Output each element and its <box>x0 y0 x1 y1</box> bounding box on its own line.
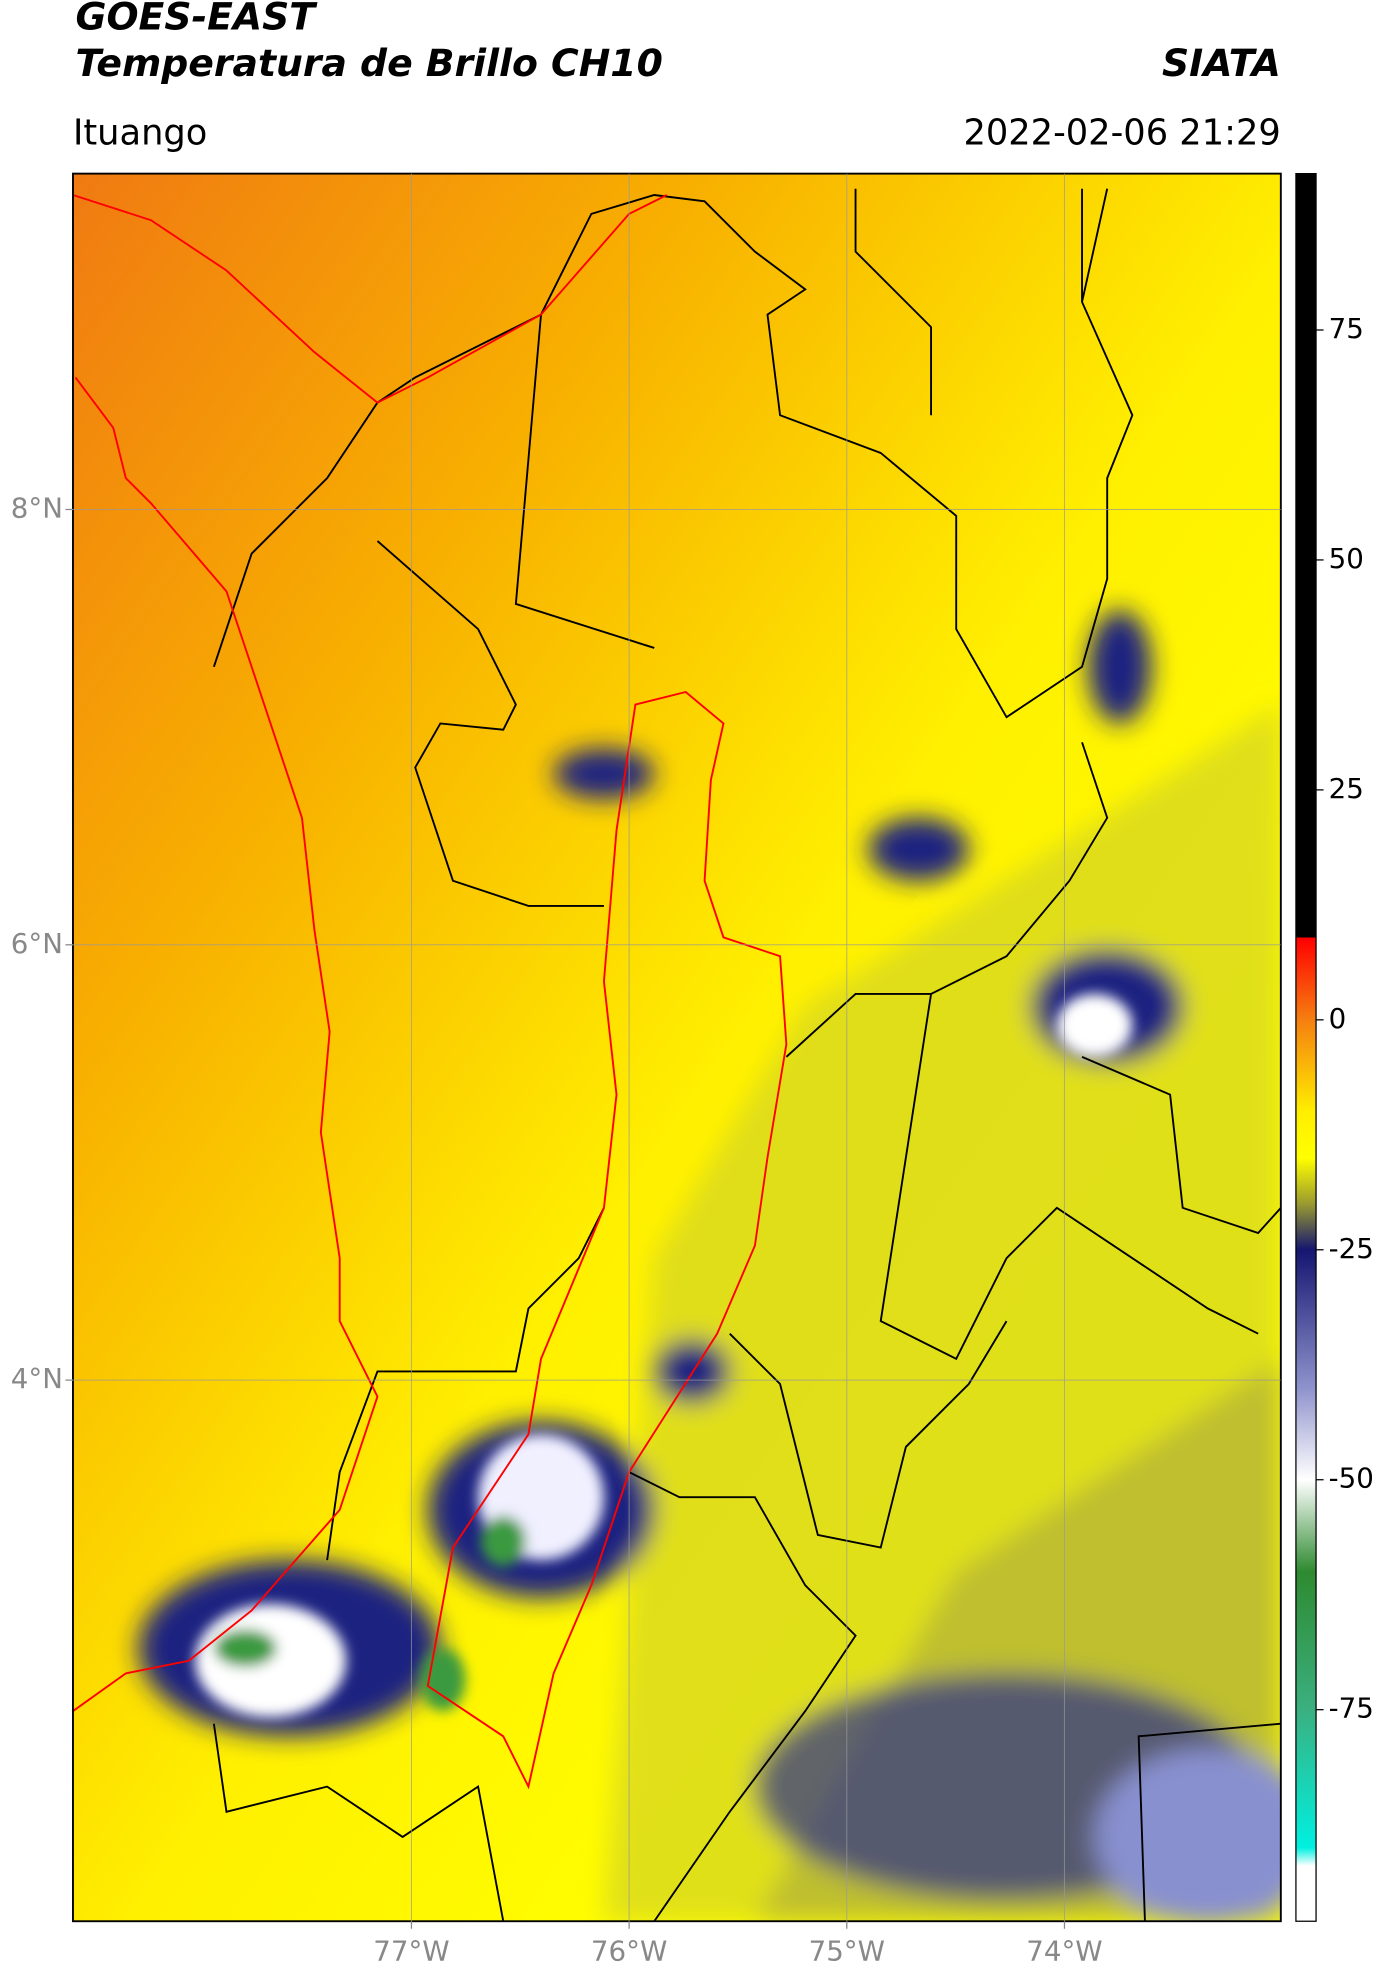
datetime: 2022-02-06 21:29 <box>963 113 1280 154</box>
colorbar-tick-label: 25 <box>1329 772 1364 805</box>
x-tick-label: 76°W <box>591 1935 667 1968</box>
y-tick-label: 4°N <box>11 1362 63 1395</box>
colorbar-tick-label: -25 <box>1329 1232 1374 1265</box>
subtitle: Temperatura de Brillo CH10 <box>75 41 662 85</box>
colorbar-tick-label: 50 <box>1329 542 1364 575</box>
map-field <box>72 173 1281 1922</box>
colorbar-tick-label: -50 <box>1329 1462 1374 1495</box>
colorbar-tick-label: 0 <box>1329 1002 1347 1035</box>
y-tick-label: 6°N <box>11 927 63 960</box>
red-borders <box>72 194 788 1790</box>
location: Ituango <box>73 113 207 154</box>
colorbar <box>1295 172 1317 1922</box>
x-tick-label: 77°W <box>373 1935 449 1968</box>
source: SIATA <box>1162 41 1281 85</box>
colorbar-tick-label: -75 <box>1329 1692 1374 1725</box>
colorbar-tick-label: 75 <box>1329 312 1364 345</box>
y-tick-label: 8°N <box>11 491 63 524</box>
x-tick-label: 75°W <box>809 1935 885 1968</box>
map-frame <box>72 172 1282 1923</box>
x-tick-label: 74°W <box>1026 1935 1102 1968</box>
title: GOES-EAST <box>75 0 318 38</box>
borders <box>212 188 1281 1922</box>
